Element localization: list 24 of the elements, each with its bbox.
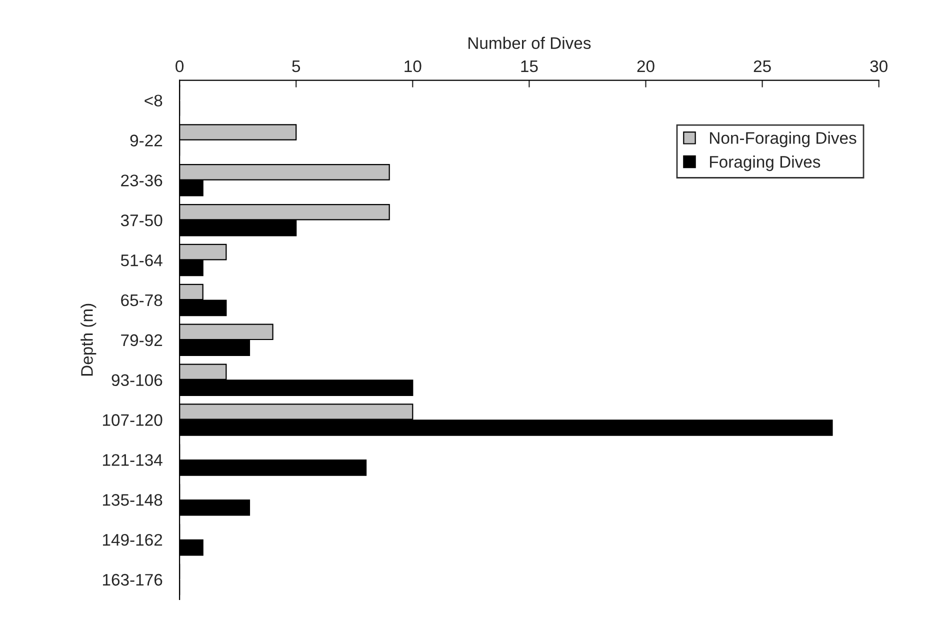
y-tick-label: 93-106 [112,374,162,386]
x-axis-title: Number of Dives [468,36,591,49]
y-axis-title: Depth (m) [80,304,96,376]
x-tick-label: 0 [176,60,184,72]
y-tick-label: 65-78 [121,294,162,306]
y-tick-label: 149-162 [102,534,162,546]
y-tick-label: 163-176 [102,574,162,586]
y-tick-label: 37-50 [120,214,162,226]
y-tick-label: 107-120 [102,414,162,426]
x-tick-label: 20 [637,60,654,72]
legend-label: Foraging Dives [710,156,820,172]
x-tick-label: 25 [754,60,771,72]
y-tick-label: <8 [144,94,162,107]
x-tick-label: 5 [292,60,300,72]
x-tick-label: 15 [521,60,538,72]
y-tick-label: 9-22 [130,134,162,146]
y-tick-label: 135-148 [102,494,162,506]
y-tick-label: 121-134 [102,454,162,466]
legend-label: Non-Foraging Dives [710,132,856,148]
y-tick-label: 51-64 [120,254,162,266]
y-tick-label: 23-36 [121,174,162,186]
x-tick-label: 30 [870,60,888,72]
x-tick-label: 10 [404,60,422,72]
y-tick-label: 79-92 [121,334,162,346]
